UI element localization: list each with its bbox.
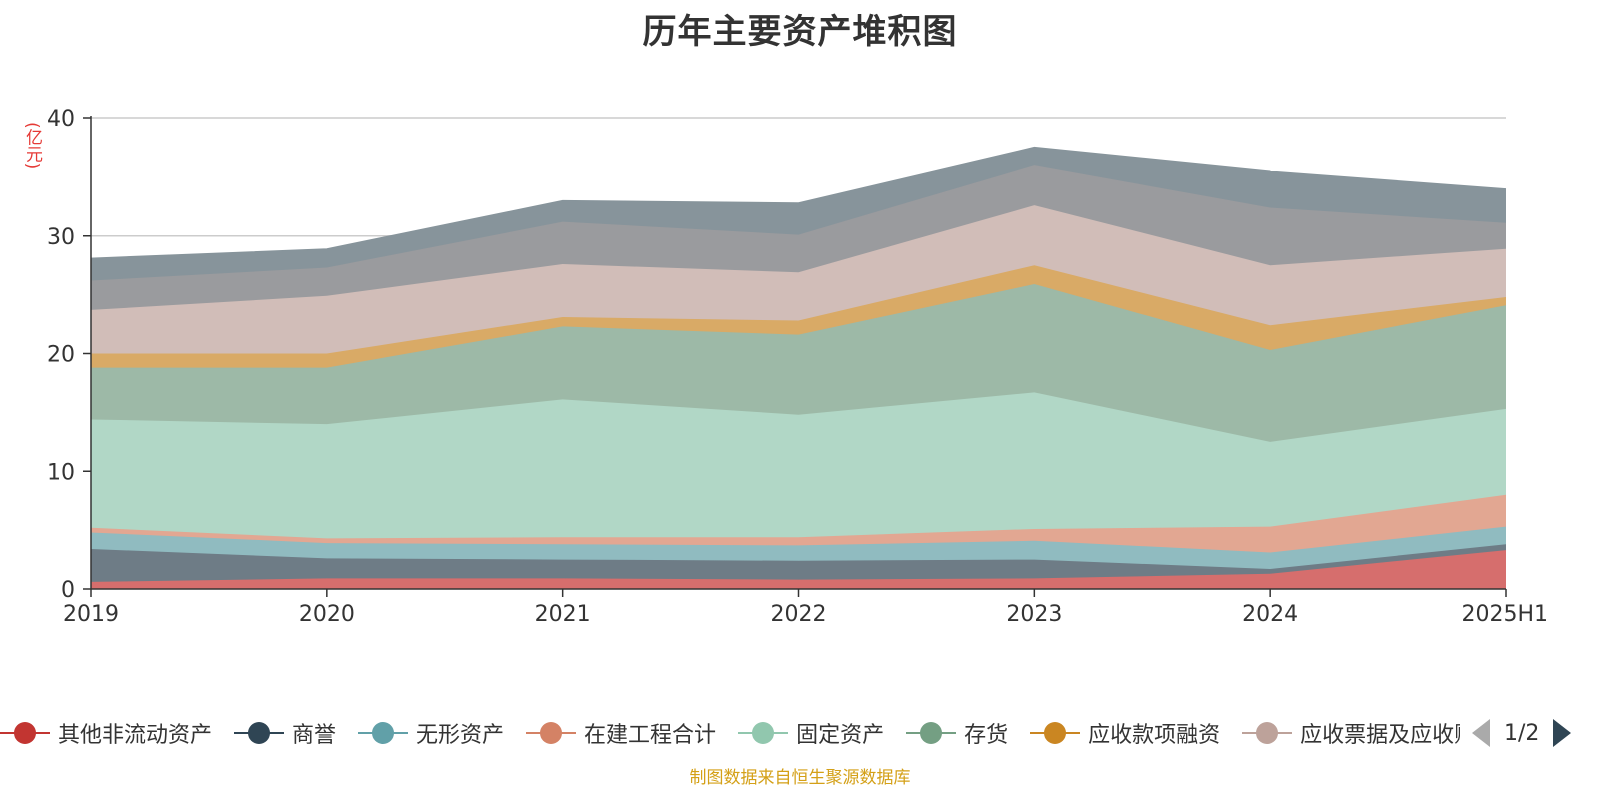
axes: 0 10 20 30 40 2019 2020 2021 2022 2023 2024 2025H1 [47, 107, 1548, 627]
legend-next-page-button[interactable] [1553, 719, 1572, 747]
legend-label: 存货 [964, 723, 1009, 748]
x-tick-label: 2020 [299, 602, 355, 627]
legend-label: 无形资产 [416, 723, 505, 748]
area-series-0 [91, 550, 1506, 589]
legend-marker-icon [906, 720, 957, 746]
chart-title: 历年主要资产堆积图 [642, 12, 958, 52]
y-axis-unit-label: (亿元) [22, 122, 42, 170]
legend-marker-icon [738, 720, 789, 746]
legend-item[interactable]: 应收款项融资 [1030, 717, 1220, 749]
legend-marker-icon [0, 720, 50, 746]
x-tick-label: 2024 [1242, 602, 1298, 627]
data-source-note: 制图数据来自恒生聚源数据库 [689, 768, 911, 788]
legend-label: 商誉 [292, 723, 337, 748]
area-series-9 [91, 147, 1506, 281]
legend-item[interactable]: 应收票据及应收账款 [1242, 717, 1460, 749]
legend-item[interactable]: 其他非流动资产 [0, 717, 212, 749]
area-series-2 [91, 526, 1506, 569]
legend-item[interactable]: 无形资产 [358, 717, 504, 749]
x-tick-label: 2021 [535, 602, 591, 627]
x-tick-label: 2019 [63, 602, 119, 627]
y-tick-label: 0 [61, 578, 75, 603]
legend-item[interactable]: 商誉 [234, 717, 336, 749]
legend-marker-icon [1030, 720, 1081, 746]
legend-prev-page-button[interactable] [1472, 719, 1490, 747]
stacked-area-chart: 0 10 20 30 40 2019 2020 2021 2022 2023 2024 2025H1 [47, 107, 1548, 627]
legend-marker-icon [1242, 720, 1293, 746]
area-series-edge-9 [90, 146, 1507, 259]
area-series-4 [91, 392, 1506, 539]
legend-label: 固定资产 [796, 723, 885, 748]
x-tick-label: 2022 [771, 602, 827, 627]
area-series-1 [91, 544, 1506, 582]
area-series-6 [91, 265, 1506, 368]
legend-item[interactable]: 在建工程合计 [526, 717, 716, 749]
area-series-7 [91, 205, 1506, 354]
y-tick-label: 40 [47, 107, 75, 132]
legend-label: 应收票据及应收账款 [1300, 723, 1460, 748]
y-tick-label: 30 [47, 225, 75, 250]
legend-item[interactable]: 固定资产 [738, 717, 884, 749]
x-tick-label: 2023 [1006, 602, 1062, 627]
legend-marker-icon [234, 720, 285, 746]
y-tick-label: 20 [47, 343, 75, 368]
legend-label: 在建工程合计 [584, 723, 717, 748]
area-series-layer [90, 146, 1507, 589]
legend: 其他非流动资产 商誉 无形资产 在建工程合计 固定资产 存货 应收款项融资 应收票据及应收账款… [0, 713, 1600, 753]
y-tick-label: 10 [47, 460, 75, 485]
legend-items: 其他非流动资产 商誉 无形资产 在建工程合计 固定资产 存货 应收款项融资 应收票据及应收账款 [0, 713, 1460, 753]
legend-label: 其他非流动资产 [58, 723, 213, 748]
legend-label: 应收款项融资 [1088, 723, 1221, 748]
legend-marker-icon [358, 720, 409, 746]
area-series-8 [91, 165, 1506, 310]
legend-marker-icon [526, 720, 577, 746]
x-tick-label: 2025H1 [1461, 602, 1548, 627]
legend-pager: 1/2 [1472, 713, 1572, 753]
area-series-5 [91, 284, 1506, 442]
legend-page-indicator: 1/2 [1504, 720, 1540, 746]
legend-item[interactable]: 存货 [906, 717, 1008, 749]
